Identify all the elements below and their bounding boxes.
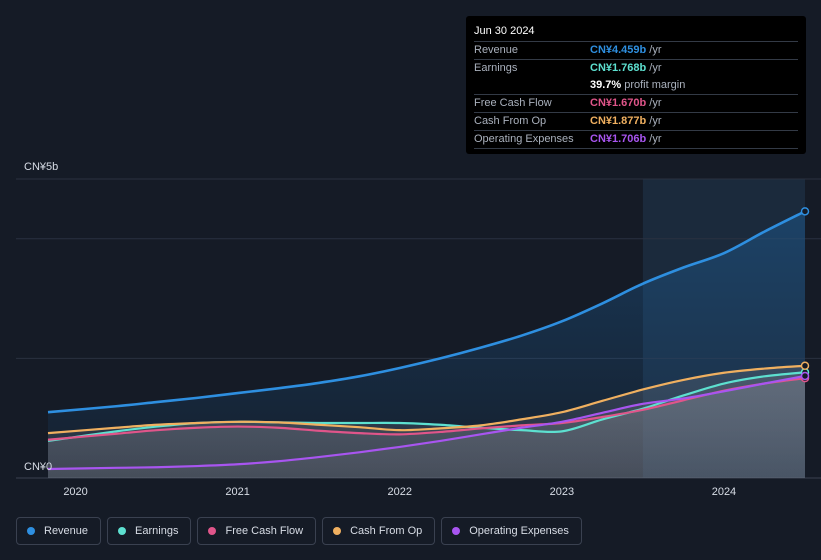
legend-label: Cash From Op xyxy=(350,525,423,537)
tooltip-row-operating-expenses: Operating Expenses CN¥1.706b /yr xyxy=(474,131,798,149)
tooltip-date: Jun 30 2024 xyxy=(474,24,798,42)
tooltip-value: 39.7% xyxy=(590,79,622,91)
operating-expenses-end-point xyxy=(800,371,810,381)
tooltip-row-profit-margin: 39.7% profit margin xyxy=(474,77,798,95)
revenue-end-point xyxy=(800,207,810,216)
legend-dot-icon xyxy=(452,527,461,535)
tooltip-unit: profit margin xyxy=(624,79,686,91)
tooltip-unit: /yr xyxy=(649,133,662,145)
legend-dot-icon xyxy=(208,527,217,535)
x-tick-label: 2024 xyxy=(712,486,736,498)
legend-item-cash-from-op[interactable]: Cash From Op xyxy=(322,517,436,545)
operating-expenses-area xyxy=(48,375,805,478)
y-tick-label: CN¥5b xyxy=(24,161,58,173)
x-tick-label: 2022 xyxy=(388,486,412,498)
operating-expenses-line xyxy=(47,374,806,471)
legend-label: Operating Expenses xyxy=(469,525,569,537)
tooltip-label: Free Cash Flow xyxy=(474,97,552,109)
legend-label: Earnings xyxy=(135,525,179,537)
tooltip-value: CN¥4.459b xyxy=(590,44,647,56)
tooltip-row-earnings: Earnings CN¥1.768b /yr xyxy=(474,60,798,77)
chart-legend: Revenue Earnings Free Cash Flow Cash Fro… xyxy=(16,517,582,545)
tooltip-unit: /yr xyxy=(649,44,662,56)
tooltip-label: Cash From Op xyxy=(474,115,547,127)
cash-from-op-end-point xyxy=(800,361,810,371)
legend-dot-icon xyxy=(333,527,342,535)
legend-item-free-cash-flow[interactable]: Free Cash Flow xyxy=(197,517,317,545)
y-tick-label: CN¥0 xyxy=(24,461,52,473)
tooltip-value: CN¥1.877b xyxy=(590,115,647,127)
tooltip-row-revenue: Revenue CN¥4.459b /yr xyxy=(474,42,798,60)
tooltip-label: Earnings xyxy=(474,62,518,74)
legend-label: Revenue xyxy=(44,525,89,537)
tooltip-unit: /yr xyxy=(649,62,662,74)
tooltip-unit: /yr xyxy=(649,97,662,109)
tooltip-row-cash-from-op: Cash From Op CN¥1.877b /yr xyxy=(474,113,798,131)
tooltip-row-free-cash-flow: Free Cash Flow CN¥1.670b /yr xyxy=(474,95,798,113)
legend-item-earnings[interactable]: Earnings xyxy=(107,517,192,545)
cash-from-op-line xyxy=(47,364,806,435)
tooltip-value: CN¥1.670b xyxy=(590,97,647,109)
tooltip-value: CN¥1.768b xyxy=(590,62,647,74)
tooltip-label: Operating Expenses xyxy=(474,133,574,145)
legend-item-operating-expenses[interactable]: Operating Expenses xyxy=(441,517,582,545)
x-tick-label: 2020 xyxy=(63,486,87,498)
free-cash-flow-line xyxy=(47,377,806,441)
legend-item-revenue[interactable]: Revenue xyxy=(16,517,102,545)
revenue-line xyxy=(47,210,806,414)
x-tick-label: 2021 xyxy=(225,486,249,498)
tooltip-panel: Jun 30 2024 Revenue CN¥4.459b /yr Earnin… xyxy=(466,16,806,154)
legend-dot-icon xyxy=(118,527,127,535)
tooltip-label xyxy=(474,77,590,94)
tooltip-unit: /yr xyxy=(649,115,662,127)
tooltip-label: Revenue xyxy=(474,44,519,56)
x-tick-label: 2023 xyxy=(550,486,574,498)
legend-dot-icon xyxy=(27,527,35,535)
tooltip-value: CN¥1.706b xyxy=(590,133,647,145)
legend-label: Free Cash Flow xyxy=(225,525,304,537)
